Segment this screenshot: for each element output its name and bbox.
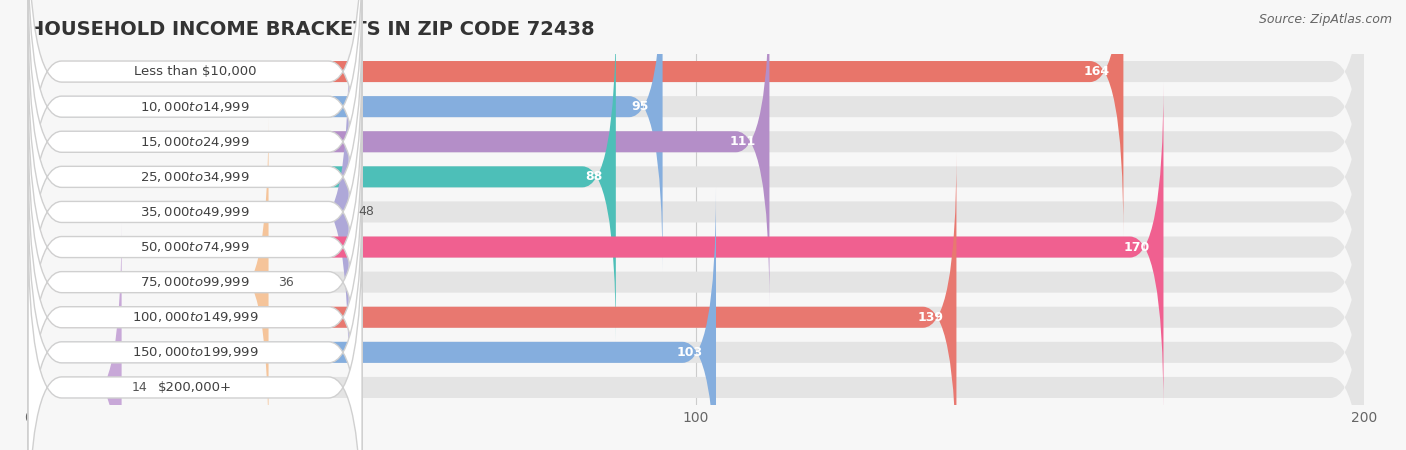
FancyBboxPatch shape [28,47,363,377]
FancyBboxPatch shape [28,187,363,450]
FancyBboxPatch shape [28,12,616,342]
FancyBboxPatch shape [28,0,1123,237]
FancyBboxPatch shape [28,117,1364,447]
FancyBboxPatch shape [28,0,1364,237]
FancyBboxPatch shape [28,0,363,272]
Text: Less than $10,000: Less than $10,000 [134,65,256,78]
FancyBboxPatch shape [28,222,1364,450]
FancyBboxPatch shape [28,152,363,450]
Text: 164: 164 [1084,65,1111,78]
Text: $100,000 to $149,999: $100,000 to $149,999 [132,310,259,324]
FancyBboxPatch shape [28,187,716,450]
FancyBboxPatch shape [28,187,1364,450]
FancyBboxPatch shape [28,222,363,450]
FancyBboxPatch shape [28,0,662,272]
Text: $15,000 to $24,999: $15,000 to $24,999 [141,135,250,149]
FancyBboxPatch shape [28,117,363,447]
Text: 103: 103 [676,346,703,359]
Text: Source: ZipAtlas.com: Source: ZipAtlas.com [1258,14,1392,27]
Text: $50,000 to $74,999: $50,000 to $74,999 [141,240,250,254]
Text: $75,000 to $99,999: $75,000 to $99,999 [141,275,250,289]
Text: 14: 14 [132,381,148,394]
FancyBboxPatch shape [28,82,1364,412]
Text: 48: 48 [359,206,374,218]
Text: 139: 139 [917,311,943,324]
Text: $150,000 to $199,999: $150,000 to $199,999 [132,345,259,360]
FancyBboxPatch shape [28,0,769,307]
Text: $200,000+: $200,000+ [157,381,232,394]
FancyBboxPatch shape [28,12,1364,342]
FancyBboxPatch shape [28,0,1364,307]
FancyBboxPatch shape [28,152,1364,450]
Text: $35,000 to $49,999: $35,000 to $49,999 [141,205,250,219]
FancyBboxPatch shape [28,222,122,450]
FancyBboxPatch shape [28,152,956,450]
Text: 36: 36 [278,276,294,288]
Text: 111: 111 [730,135,756,148]
Text: 170: 170 [1123,241,1150,253]
FancyBboxPatch shape [28,82,363,412]
Text: $10,000 to $14,999: $10,000 to $14,999 [141,99,250,114]
Text: HOUSEHOLD INCOME BRACKETS IN ZIP CODE 72438: HOUSEHOLD INCOME BRACKETS IN ZIP CODE 72… [28,19,595,39]
FancyBboxPatch shape [28,117,269,447]
FancyBboxPatch shape [28,0,363,237]
FancyBboxPatch shape [28,0,1364,272]
FancyBboxPatch shape [28,82,1164,412]
Text: $25,000 to $34,999: $25,000 to $34,999 [141,170,250,184]
Text: 88: 88 [585,171,603,183]
FancyBboxPatch shape [28,47,1364,377]
FancyBboxPatch shape [28,0,363,307]
Text: 95: 95 [631,100,650,113]
FancyBboxPatch shape [28,47,349,377]
FancyBboxPatch shape [28,12,363,342]
